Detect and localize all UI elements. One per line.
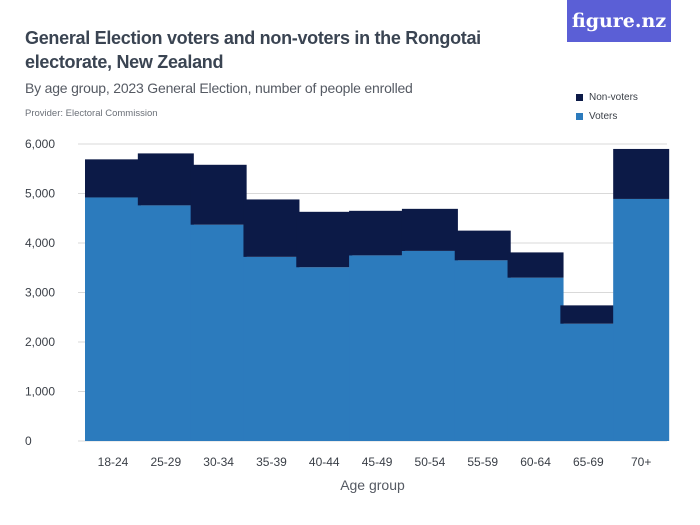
x-tick-label: 18-24 xyxy=(98,455,129,469)
y-tick-label: 5,000 xyxy=(25,187,55,201)
bar-voters xyxy=(137,205,194,441)
bar-voters xyxy=(190,224,247,441)
chart-title: General Election voters and non-voters i… xyxy=(25,28,481,72)
chart-legend: Non-voters Voters xyxy=(576,88,638,126)
bar-non-voters xyxy=(137,153,194,206)
bar-non-voters xyxy=(349,210,406,256)
y-tick-label: 2,000 xyxy=(25,335,55,349)
bar-voters xyxy=(454,260,511,441)
data-provider: Provider: Electoral Commission xyxy=(25,108,158,119)
x-tick-label: 25-29 xyxy=(150,455,181,469)
x-tick-label: 50-54 xyxy=(415,455,446,469)
bar-voters xyxy=(296,267,353,441)
bar-voters xyxy=(507,277,564,441)
bar-voters xyxy=(243,256,300,441)
legend-label-voters: Voters xyxy=(589,111,618,122)
bar-non-voters xyxy=(454,230,511,261)
figure-nz-logo[interactable]: figure.nz xyxy=(567,0,671,42)
bar-non-voters xyxy=(507,252,564,278)
legend-label-non-voters: Non-voters xyxy=(589,92,638,103)
bar-voters xyxy=(560,323,617,441)
x-tick-label: 55-59 xyxy=(467,455,498,469)
bar-voters xyxy=(349,255,406,441)
y-tick-label: 1,000 xyxy=(25,385,55,399)
x-tick-label: 45-49 xyxy=(362,455,393,469)
y-tick-label: 6,000 xyxy=(25,137,55,151)
chart-subtitle: By age group, 2023 General Election, num… xyxy=(25,80,413,96)
x-tick-label: 70+ xyxy=(631,455,651,469)
x-tick-label: 65-69 xyxy=(573,455,604,469)
bar-non-voters xyxy=(296,211,353,268)
y-tick-label: 0 xyxy=(25,434,32,448)
legend-item-voters: Voters xyxy=(576,107,638,126)
legend-item-non-voters: Non-voters xyxy=(576,88,638,107)
x-tick-label: 35-39 xyxy=(256,455,287,469)
legend-swatch-non-voters xyxy=(576,94,583,101)
bar-non-voters xyxy=(243,199,300,257)
y-tick-label: 3,000 xyxy=(25,286,55,300)
bar-non-voters xyxy=(85,159,141,198)
bar-voters xyxy=(401,250,458,441)
x-tick-label: 30-34 xyxy=(203,455,234,469)
bar-non-voters xyxy=(190,164,247,225)
x-tick-label: 40-44 xyxy=(309,455,340,469)
x-axis-title: Age group xyxy=(340,477,405,493)
bar-non-voters xyxy=(613,148,670,199)
y-tick-label: 4,000 xyxy=(25,236,55,250)
bar-non-voters xyxy=(560,305,617,324)
bar-voters xyxy=(613,198,670,441)
legend-swatch-voters xyxy=(576,113,583,120)
x-tick-label: 60-64 xyxy=(520,455,551,469)
bar-voters xyxy=(85,197,141,441)
bar-non-voters xyxy=(401,208,458,251)
